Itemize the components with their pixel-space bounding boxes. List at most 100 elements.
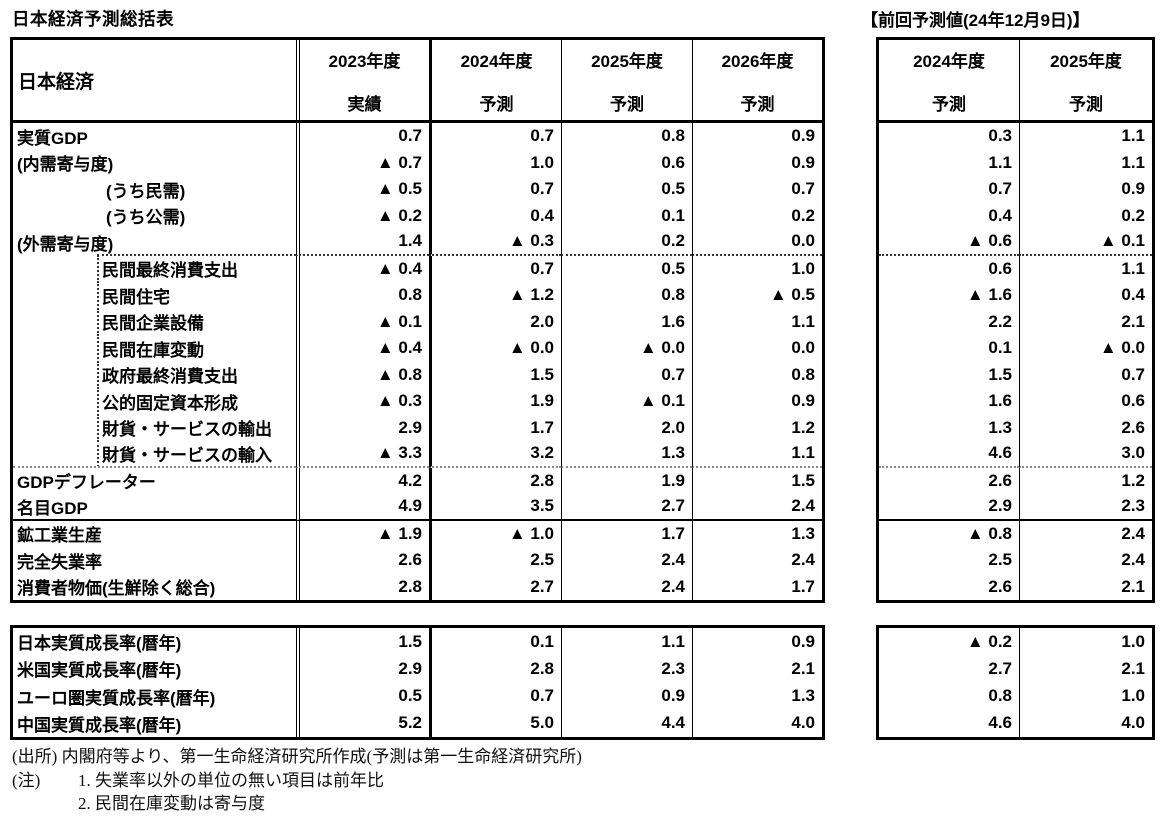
row-label: 消費者物価(生鮮除く総合) bbox=[17, 579, 216, 599]
table-row: 0.8 1.0 bbox=[879, 682, 1152, 710]
main-table-body: 実質GDP 0.7 0.7 0.8 0.9 (内需寄与度) ▲ 0.7 1.0 0.6 0.9 (う… bbox=[13, 123, 822, 600]
prev-value-cell: 0.6 bbox=[1019, 388, 1152, 415]
prev-value-cell: 1.1 bbox=[988, 152, 1012, 172]
prev-value-cell: 1.3 bbox=[988, 417, 1012, 437]
header-economy-label: 日本経済 bbox=[18, 71, 95, 93]
growth-rate-table: 日本実質成長率(暦年) 1.5 0.1 1.1 0.9 米国実質成長率(暦年) 2.9 2.8… bbox=[10, 625, 825, 740]
table-row: 2.6 1.2 bbox=[879, 467, 1152, 494]
value-cell: 2.1 bbox=[692, 655, 822, 683]
table-row: 財貨・サービスの輸出 2.9 1.7 2.0 1.2 bbox=[13, 414, 822, 441]
prev-value-cell: 0.7 bbox=[1019, 361, 1152, 388]
row-label: (うち民需) bbox=[106, 181, 186, 201]
prev-value-cell: 2.6 bbox=[1019, 414, 1152, 441]
prev-value-cell: 1.6 bbox=[988, 391, 1012, 411]
value-cell: 0.8 bbox=[561, 282, 692, 309]
prev-table-header-row: 2024年度 予測 2025年度 予測 bbox=[879, 40, 1152, 123]
header-kind: 予測 bbox=[610, 95, 644, 114]
value-cell: 0.7 bbox=[296, 123, 429, 150]
value-cell: ▲ 0.5 bbox=[296, 176, 429, 203]
header-col-2025: 2025年度 予測 bbox=[561, 40, 692, 120]
row-label: (外需寄与度) bbox=[13, 229, 296, 256]
row-label: 民間最終消費支出 bbox=[13, 255, 296, 282]
table-row: 完全失業率 2.6 2.5 2.4 2.4 bbox=[13, 547, 822, 574]
table-row: 消費者物価(生鮮除く総合) 2.8 2.7 2.4 1.7 bbox=[13, 573, 822, 600]
value-cell: 2.5 bbox=[429, 547, 561, 574]
prev-header-col-2024: 2024年度 予測 bbox=[879, 40, 1019, 120]
header-year: 2025年度 bbox=[1050, 52, 1122, 71]
prev-value-cell: 2.7 bbox=[988, 658, 1012, 678]
value-cell: 0.6 bbox=[561, 149, 692, 176]
table-row: (うち公需) ▲ 0.2 0.4 0.1 0.2 bbox=[13, 202, 822, 229]
row-label: 公的固定資本形成 bbox=[13, 388, 296, 415]
value-cell: 0.2 bbox=[692, 202, 822, 229]
table-row: 1.5 0.7 bbox=[879, 361, 1152, 388]
value-cell: 0.2 bbox=[561, 229, 692, 256]
value-cell: 0.7 bbox=[692, 176, 822, 203]
value-cell: 5.2 bbox=[296, 709, 429, 737]
prev-value-cell: 4.0 bbox=[1019, 709, 1152, 737]
value-cell: 2.6 bbox=[296, 547, 429, 574]
value-cell: 5.0 bbox=[429, 709, 561, 737]
table-row: 0.1 ▲ 0.0 bbox=[879, 335, 1152, 362]
value-cell: 1.7 bbox=[692, 573, 822, 600]
row-label: 名目GDP bbox=[13, 494, 296, 521]
table-row: 1.1 1.1 bbox=[879, 149, 1152, 176]
value-cell: 0.1 bbox=[429, 628, 561, 656]
value-cell: 1.0 bbox=[692, 255, 822, 282]
row-label: 財貨・サービスの輸入 bbox=[13, 441, 296, 468]
value-cell: 1.4 bbox=[296, 229, 429, 256]
prev-header-col-2025: 2025年度 予測 bbox=[1019, 40, 1152, 120]
value-cell: 2.4 bbox=[561, 573, 692, 600]
growth-table-body: 日本実質成長率(暦年) 1.5 0.1 1.1 0.9 米国実質成長率(暦年) 2.9 2.8… bbox=[13, 628, 822, 737]
value-cell: 0.0 bbox=[692, 229, 822, 256]
value-cell: 1.5 bbox=[429, 361, 561, 388]
value-cell: 0.9 bbox=[561, 682, 692, 710]
value-cell: 0.8 bbox=[692, 361, 822, 388]
prev-growth-table-body: ▲ 0.2 1.0 2.7 2.1 0.8 1.0 4.6 4.0 bbox=[879, 628, 1152, 737]
table-row: ▲ 0.8 2.4 bbox=[879, 520, 1152, 547]
prev-value-cell: 4.6 bbox=[879, 441, 1019, 468]
prev-value-cell: 0.1 bbox=[988, 338, 1012, 358]
table-row: 2.9 2.3 bbox=[879, 494, 1152, 521]
table-row: 日本実質成長率(暦年) 1.5 0.1 1.1 0.9 bbox=[13, 628, 822, 656]
footnotes: (出所) 内閣府等より、第一生命経済研究所作成(予測は第一生命経済研究所) (注… bbox=[12, 742, 582, 813]
table-row: 1.3 2.6 bbox=[879, 414, 1152, 441]
table-row: 1.6 0.6 bbox=[879, 388, 1152, 415]
value-cell: 1.9 bbox=[561, 467, 692, 494]
value-cell: 1.5 bbox=[692, 467, 822, 494]
table-row: 2.6 2.1 bbox=[879, 573, 1152, 600]
table-row: 中国実質成長率(暦年) 5.2 5.0 4.4 4.0 bbox=[13, 709, 822, 737]
prev-value-cell: 2.4 bbox=[1019, 520, 1152, 547]
value-cell: 1.1 bbox=[561, 628, 692, 656]
table-row: ▲ 1.6 0.4 bbox=[879, 282, 1152, 309]
row-label: 民間企業設備 bbox=[13, 308, 296, 335]
value-cell: 2.3 bbox=[561, 655, 692, 683]
value-cell: 1.6 bbox=[561, 308, 692, 335]
table-row: GDPデフレーター 4.2 2.8 1.9 1.5 bbox=[13, 467, 822, 494]
header-kind: 実績 bbox=[347, 95, 382, 114]
value-cell: ▲ 0.8 bbox=[296, 361, 429, 388]
source-note: (出所) 内閣府等より、第一生命経済研究所作成(予測は第一生命経済研究所) bbox=[12, 747, 582, 766]
value-cell: 0.7 bbox=[429, 123, 561, 150]
prev-value-cell: 0.2 bbox=[1019, 202, 1152, 229]
prev-forecast-title: 【前回予測値(24年12月9日)】 bbox=[861, 11, 1090, 30]
header-col-2024: 2024年度 予測 bbox=[429, 40, 561, 120]
value-cell: 4.4 bbox=[561, 709, 692, 737]
prev-value-cell: 2.4 bbox=[1019, 547, 1152, 574]
value-cell: ▲ 1.9 bbox=[296, 520, 429, 547]
value-cell: 0.9 bbox=[692, 388, 822, 415]
value-cell: 1.2 bbox=[692, 414, 822, 441]
main-forecast-table: 日本経済 2023年度 実績 2024年度 予測 2025年度 予測 2026年… bbox=[10, 37, 825, 603]
note-label-spacer bbox=[12, 789, 78, 813]
value-cell: 1.7 bbox=[561, 520, 692, 547]
prev-growth-rate-table: ▲ 0.2 1.0 2.7 2.1 0.8 1.0 4.6 4.0 bbox=[876, 625, 1155, 740]
prev-value-cell: 2.1 bbox=[1019, 573, 1152, 600]
prev-table-body: 0.3 1.1 1.1 1.1 0.7 0.9 0.4 0.2 ▲ 0.6 ▲ 0.1 0.6 1.1… bbox=[879, 123, 1152, 600]
table-row: 2.5 2.4 bbox=[879, 547, 1152, 574]
prev-value-cell: 2.6 bbox=[988, 470, 1012, 490]
header-kind: 予測 bbox=[1069, 95, 1103, 114]
value-cell: ▲ 0.1 bbox=[296, 308, 429, 335]
page-title: 日本経済予測総括表 bbox=[12, 9, 174, 29]
value-cell: 2.7 bbox=[561, 494, 692, 521]
value-cell: 0.7 bbox=[429, 682, 561, 710]
